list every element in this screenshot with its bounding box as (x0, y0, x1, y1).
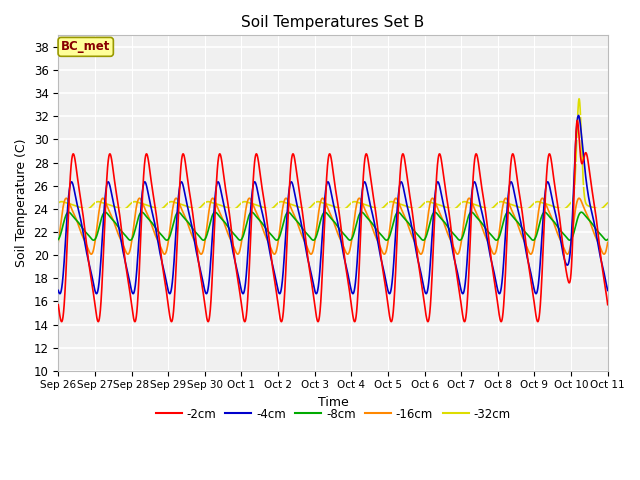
-32cm (581, 196, 589, 202)
-8cm (241, 227, 249, 233)
-32cm (83, 206, 90, 212)
-2cm (472, 153, 479, 158)
-32cm (575, 96, 583, 102)
-2cm (314, 319, 322, 324)
-16cm (319, 195, 326, 201)
-16cm (604, 240, 612, 245)
-16cm (574, 196, 582, 202)
Y-axis label: Soil Temperature (C): Soil Temperature (C) (15, 139, 28, 267)
-32cm (604, 200, 612, 206)
-2cm (581, 151, 589, 157)
-32cm (314, 199, 322, 204)
-4cm (581, 165, 589, 171)
-32cm (456, 201, 464, 207)
-8cm (65, 209, 72, 215)
-4cm (574, 114, 582, 120)
-16cm (472, 208, 479, 214)
-2cm (54, 302, 62, 308)
-4cm (575, 112, 582, 118)
Line: -4cm: -4cm (58, 115, 608, 294)
-4cm (241, 284, 249, 290)
-8cm (456, 237, 464, 243)
-8cm (581, 212, 589, 218)
Line: -8cm: -8cm (58, 212, 608, 240)
Line: -32cm: -32cm (58, 99, 608, 209)
-2cm (534, 319, 541, 324)
-32cm (472, 202, 479, 208)
-16cm (161, 251, 168, 257)
-32cm (241, 199, 249, 204)
-4cm (54, 288, 62, 293)
-16cm (54, 240, 62, 245)
-8cm (314, 227, 322, 232)
-8cm (604, 237, 612, 242)
-16cm (241, 212, 249, 218)
-32cm (574, 110, 582, 116)
Legend: -2cm, -4cm, -8cm, -16cm, -32cm: -2cm, -4cm, -8cm, -16cm, -32cm (151, 403, 515, 425)
-2cm (574, 120, 582, 126)
-16cm (581, 207, 589, 213)
Title: Soil Temperatures Set B: Soil Temperatures Set B (241, 15, 424, 30)
-4cm (456, 282, 464, 288)
-8cm (472, 213, 479, 219)
-4cm (604, 288, 612, 293)
-2cm (604, 302, 612, 308)
-4cm (532, 291, 540, 297)
-2cm (573, 118, 581, 123)
-16cm (456, 246, 464, 252)
-4cm (314, 284, 322, 289)
-8cm (574, 215, 582, 220)
-8cm (456, 237, 464, 243)
-2cm (241, 319, 249, 324)
-4cm (472, 180, 479, 186)
Text: BC_met: BC_met (61, 40, 110, 53)
Line: -2cm: -2cm (58, 120, 608, 322)
-8cm (54, 237, 62, 242)
-32cm (54, 200, 62, 206)
-16cm (314, 211, 322, 217)
Line: -16cm: -16cm (58, 198, 608, 254)
X-axis label: Time: Time (317, 396, 348, 409)
-2cm (456, 292, 464, 298)
